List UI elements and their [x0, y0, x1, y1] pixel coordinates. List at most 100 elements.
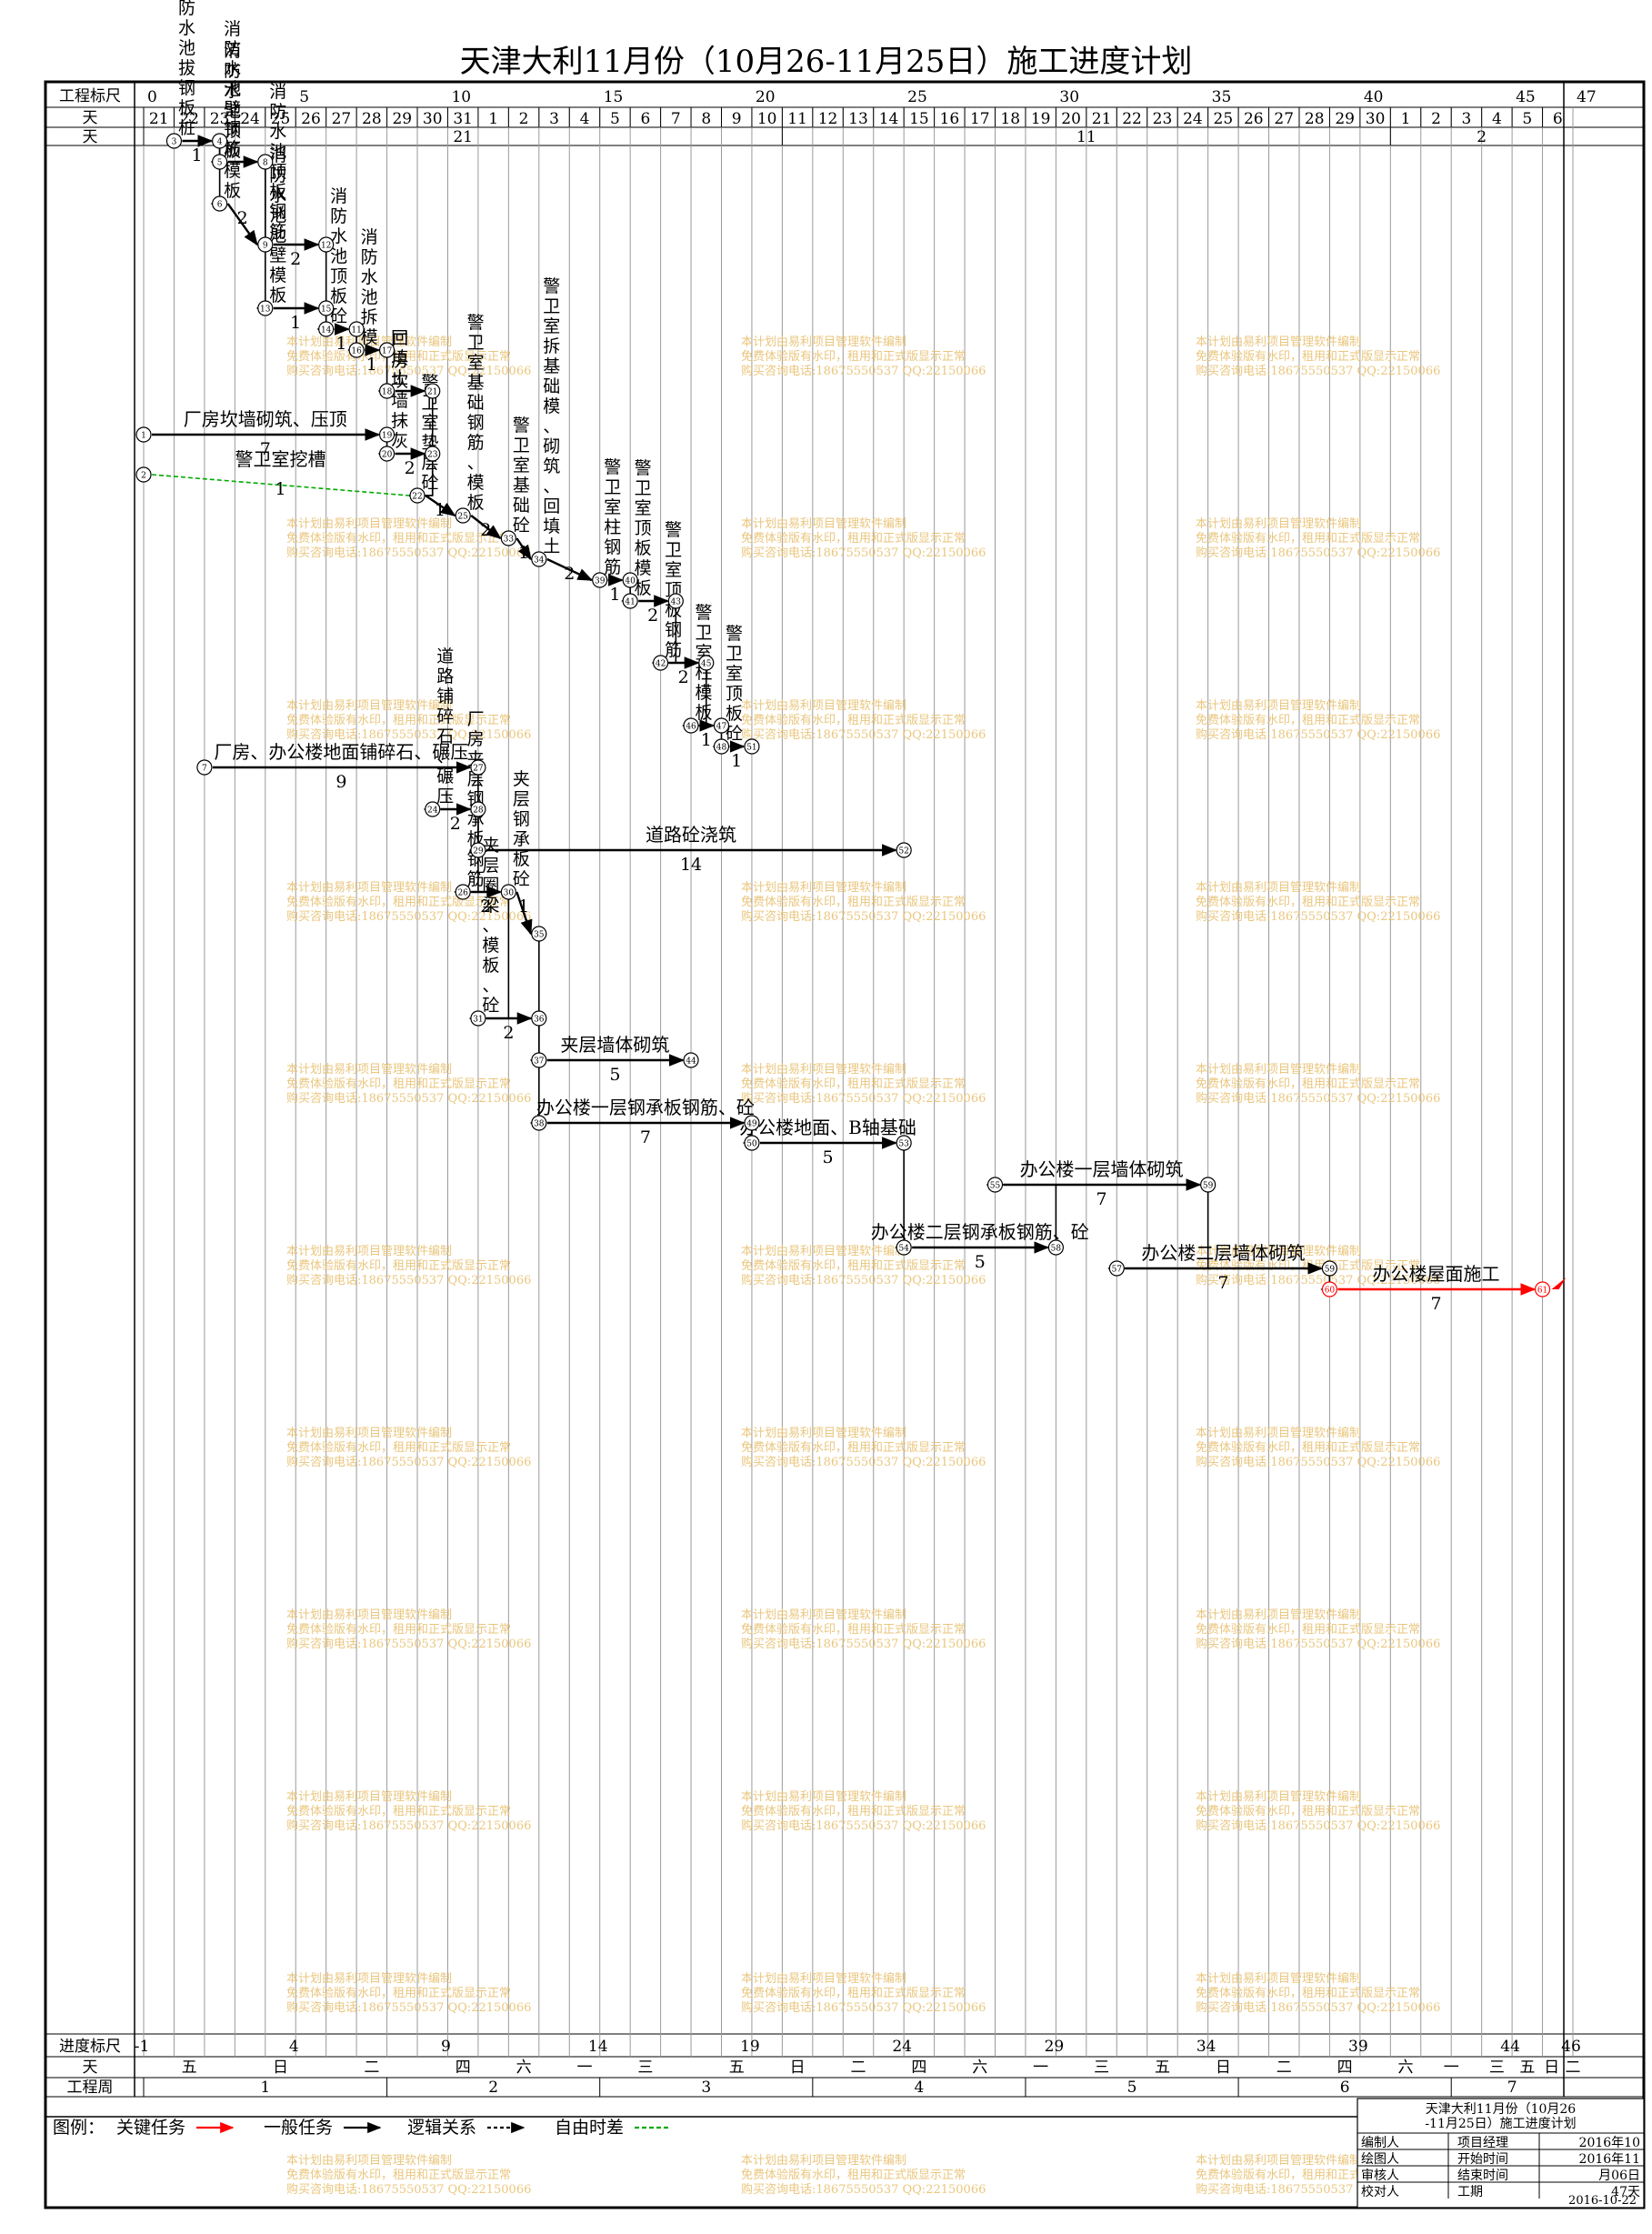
node: 59 — [1200, 1177, 1216, 1193]
day-cell: 30 — [1366, 110, 1386, 128]
watermark: 本计划由易利项目管理软件编制 — [1196, 1063, 1361, 1077]
task-name-char: 警 — [543, 276, 560, 296]
task-name: 办公楼二层墙体砌筑 — [1141, 1242, 1305, 1264]
node-number: 24 — [427, 806, 438, 816]
node: 33 — [500, 530, 516, 546]
node-number: 9 — [263, 242, 268, 251]
watermark: 本计划由易利项目管理软件编制 — [741, 1972, 906, 1986]
watermark: 本计划由易利项目管理软件编制 — [741, 1427, 906, 1440]
node-number: 30 — [504, 889, 515, 898]
task-name-char: 层 — [482, 856, 499, 876]
legend-item-label: 关键任务 — [116, 2118, 185, 2138]
task-duration: 5 — [975, 1252, 986, 1272]
node-number: 4 — [217, 138, 223, 147]
info-key: 校对人 — [1361, 2184, 1399, 2199]
day-cell: 6 — [640, 110, 650, 128]
task-name-char: 夹 — [513, 769, 530, 789]
node: 47 — [713, 717, 730, 734]
node-circle — [318, 300, 335, 316]
task-duration: 9 — [335, 772, 346, 792]
node: 1 — [135, 426, 152, 443]
weekday-cell: 四 — [911, 2059, 926, 2077]
week-cell: 3 — [701, 2079, 711, 2097]
task-name-char: 模 — [482, 936, 499, 956]
node-circle — [531, 1052, 547, 1068]
node: 44 — [683, 1052, 699, 1068]
info-key2: 工期 — [1457, 2185, 1483, 2199]
watermark: 本计划由易利项目管理软件编制 — [286, 881, 452, 895]
watermark: 购买咨询电话:18675550537 QQ:22150066 — [286, 1273, 531, 1287]
info-project: 天津大利11月份（10月26 — [1426, 2102, 1577, 2117]
node-circle — [425, 446, 441, 462]
watermark: 免费体验版有水印，租用和正式版显示正常 — [1196, 349, 1420, 364]
node: 2 — [135, 466, 152, 483]
watermark: 本计划由易利项目管理软件编制 — [1196, 2154, 1361, 2168]
watermark: 免费体验版有水印，租用和正式版显示正常 — [1196, 1440, 1420, 1455]
watermark: 免费体验版有水印，租用和正式版显示正常 — [286, 713, 511, 727]
task-name-char: 墙 — [391, 391, 408, 411]
node-circle — [713, 738, 730, 755]
task-name-char: 砼 — [482, 996, 499, 1016]
task-name-char: 防 — [361, 247, 378, 267]
node-number: 18 — [382, 388, 393, 397]
task-duration: 7 — [1430, 1294, 1441, 1314]
node: 39 — [592, 572, 608, 588]
node: 54 — [896, 1239, 912, 1256]
node-number: 19 — [382, 432, 393, 441]
node-number: 47 — [716, 723, 727, 732]
end-flag — [1551, 1277, 1567, 1289]
node: 23 — [425, 446, 441, 462]
node-circle — [744, 1115, 760, 1131]
node-number: 34 — [534, 556, 545, 566]
node: 51 — [744, 738, 760, 755]
node-number: 13 — [260, 306, 271, 315]
node-circle — [455, 507, 471, 524]
weekday-cell: 三 — [1094, 2059, 1109, 2077]
watermark: 本计划由易利项目管理软件编制 — [286, 699, 452, 713]
node-number: 6 — [217, 201, 223, 210]
day-cell: 17 — [970, 110, 990, 128]
watermark: 购买咨询电话:18675550537 QQ:22150066 — [1196, 1273, 1440, 1287]
task-name-char: 碎 — [436, 706, 454, 726]
task-name-char: 压 — [436, 786, 454, 806]
node-circle — [698, 655, 715, 671]
node-number: 7 — [202, 765, 207, 774]
task-name-char: 础 — [543, 376, 560, 396]
node-circle — [1200, 1177, 1216, 1193]
node-circle — [652, 655, 669, 671]
task-name-char: 钢 — [467, 413, 485, 433]
day-cell: 4 — [580, 110, 590, 128]
watermark: 购买咨询电话:18675550537 QQ:22150066 — [1196, 1637, 1440, 1651]
weekday-cell: 一 — [1444, 2059, 1459, 2077]
day-cell: 28 — [1305, 110, 1325, 128]
header-scale-tick: 15 — [604, 88, 624, 106]
task-name-char: 室 — [543, 316, 560, 336]
node-circle — [986, 1177, 1004, 1193]
watermark: 本计划由易利项目管理软件编制 — [286, 336, 452, 349]
day-cell: 23 — [210, 110, 230, 128]
node-number: 51 — [746, 744, 756, 753]
legend-label: 图例： — [53, 2118, 105, 2138]
node-number: 20 — [382, 451, 393, 460]
day-cell: 1 — [488, 110, 498, 128]
watermark: 购买咨询电话:18675550537 QQ:22150066 — [741, 1637, 986, 1651]
weekday-cell: 五 — [182, 2059, 197, 2077]
week-cell: 6 — [1340, 2079, 1350, 2097]
node-circle — [896, 842, 912, 858]
task-name-char: 筋 — [665, 640, 682, 660]
watermark: 免费体验版有水印，租用和正式版显示正常 — [1196, 713, 1420, 727]
footer-scale-tick: 29 — [1045, 2038, 1065, 2056]
node-circle — [744, 1135, 760, 1151]
node-circle — [196, 759, 213, 776]
footer-scale-tick: 39 — [1348, 2038, 1368, 2056]
watermark: 购买咨询电话:18675550537 QQ:22150066 — [286, 1818, 531, 1833]
node: 34 — [531, 551, 547, 567]
node-circle — [425, 383, 441, 399]
task-name-char: 板 — [178, 98, 195, 118]
watermark: 购买咨询电话:18675550537 QQ:22150066 — [741, 909, 986, 924]
watermark: 购买咨询电话:18675550537 QQ:22150066 — [741, 546, 986, 560]
task-name-char: 顶 — [635, 518, 652, 538]
task: 厂房、办公楼地面铺碎石、碾压 9 — [212, 741, 472, 792]
